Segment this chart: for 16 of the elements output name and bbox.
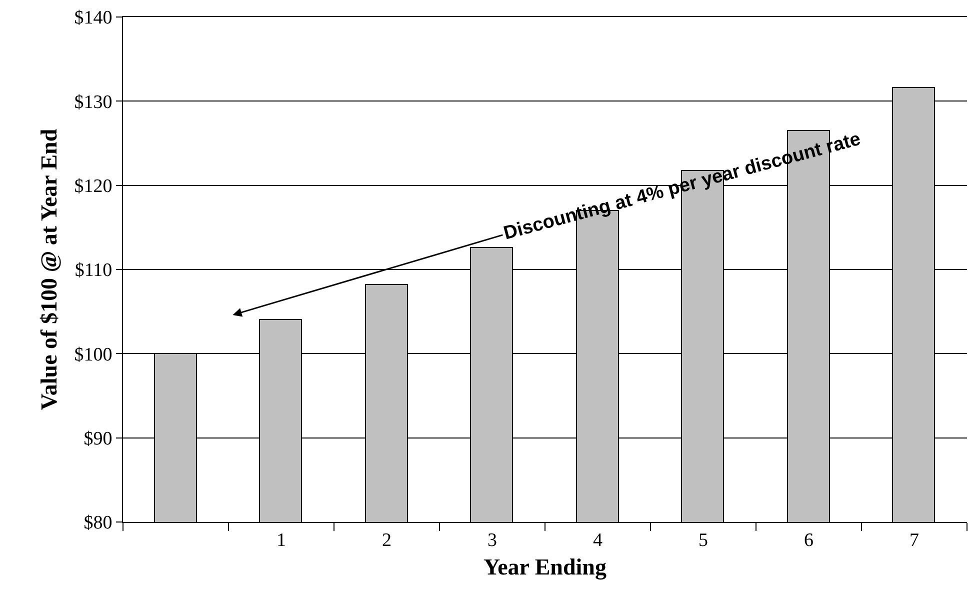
x-tick-label: 1 — [276, 530, 286, 551]
y-axis-title: Value of $100 @ at Year End — [36, 128, 62, 410]
y-tick-label: $100 — [74, 344, 112, 366]
x-axis-title: Year Ending — [484, 554, 607, 580]
y-tick-label: $140 — [74, 8, 112, 29]
y-tick-label: $110 — [74, 260, 112, 282]
x-tick-label: 2 — [382, 530, 392, 551]
x-tick-label: 6 — [804, 530, 814, 551]
x-tick-label: 7 — [910, 530, 919, 551]
x-tick-label: 5 — [698, 530, 708, 551]
y-tick-label: $90 — [84, 428, 112, 450]
x-tick-label: 4 — [593, 530, 603, 551]
y-tick-label: $80 — [84, 512, 112, 534]
y-tick-label: $120 — [74, 176, 112, 197]
x-tick-label: 3 — [488, 530, 497, 551]
y-tick-label: $130 — [74, 92, 112, 113]
